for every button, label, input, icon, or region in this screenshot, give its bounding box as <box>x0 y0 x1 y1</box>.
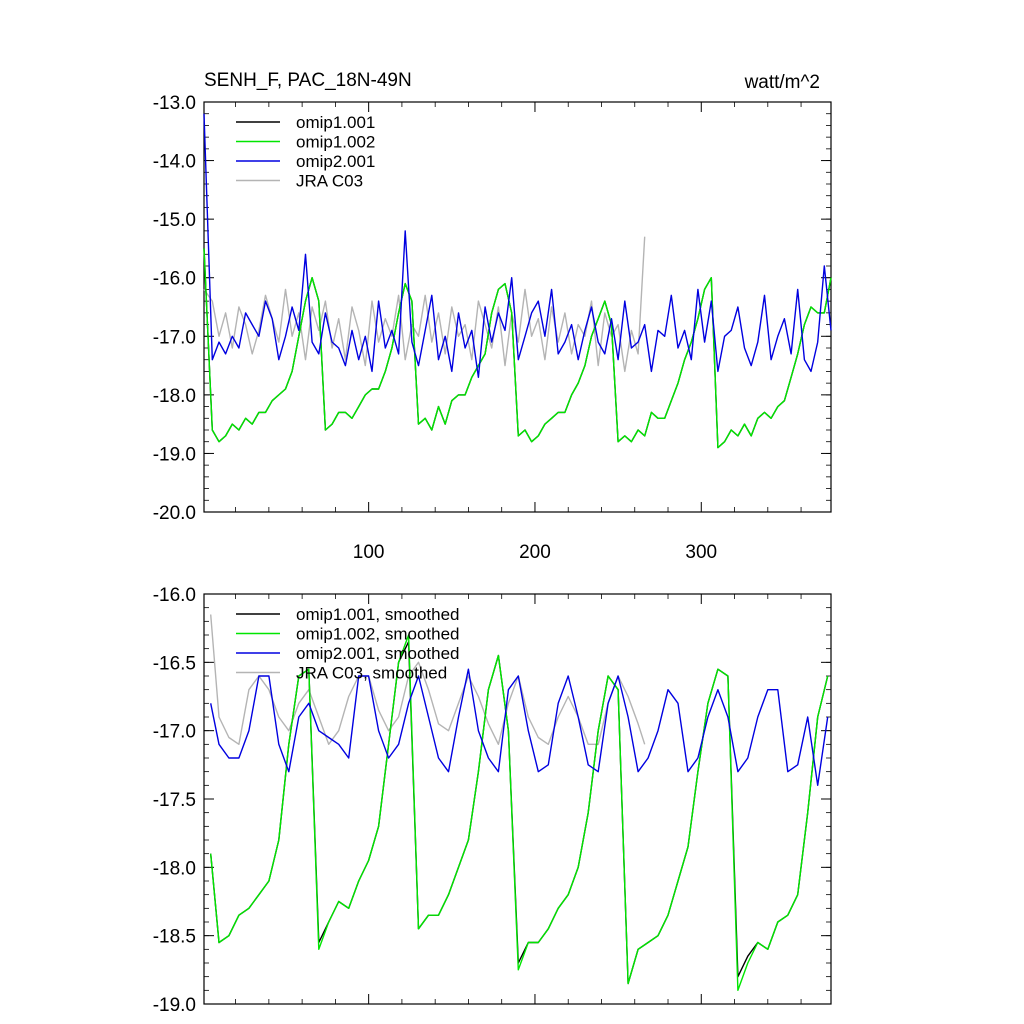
y-tick-label: -18.0 <box>153 386 196 407</box>
legend-label: omip1.002 <box>296 133 375 152</box>
y-tick-label: -17.0 <box>153 722 196 743</box>
y-tick-label: -15.0 <box>153 210 196 231</box>
y-tick-label: -13.0 <box>153 93 196 114</box>
series-line-3 <box>210 668 829 786</box>
top-ticks: -20.0 -19.0 -18.0 -17.0 -16.0 -15.0 -14.0 -13.0… <box>153 93 831 563</box>
y-tick-label: -14.0 <box>153 152 196 173</box>
y-tick-label: -16.0 <box>153 585 196 606</box>
top-title: SENH_F, PAC_18N-49N <box>204 70 412 91</box>
series-line-3 <box>203 113 832 378</box>
legend-label: omip1.002, smoothed <box>296 625 460 644</box>
series-line-2 <box>203 248 832 449</box>
series-line-4 <box>210 614 646 745</box>
legend-label: omip1.001, smoothed <box>296 605 460 624</box>
legend-label: omip1.001 <box>296 113 375 132</box>
y-tick-label: -18.5 <box>153 927 196 948</box>
bottom-series <box>210 614 829 991</box>
legend-label: JRA C03 <box>296 172 363 191</box>
y-tick-label: -20.0 <box>153 503 196 524</box>
y-tick-label: -17.5 <box>153 790 196 811</box>
y-tick-label: -16.5 <box>153 653 196 674</box>
top-units: watt/m^2 <box>744 72 820 93</box>
y-tick-label: -16.0 <box>153 269 196 290</box>
y-tick-label: -19.0 <box>153 995 196 1016</box>
legend-label: omip2.001, smoothed <box>296 644 460 663</box>
x-tick-label: 300 <box>685 542 717 563</box>
bottom-panel: -19.0 -18.5 -18.0 -17.5 -17.0 -16.5 -16.0 omip… <box>153 585 832 1016</box>
series-line-2 <box>210 634 829 991</box>
y-tick-label: -17.0 <box>153 327 196 348</box>
x-tick-label: 200 <box>519 542 551 563</box>
series-line-1 <box>210 641 829 985</box>
legend-label: omip2.001 <box>296 152 375 171</box>
legend-label: JRA C03, smoothed <box>296 664 447 683</box>
y-tick-label: -19.0 <box>153 444 196 465</box>
top-panel: SENH_F, PAC_18N-49N watt/m^2 -20.0-19.0-… <box>153 70 832 563</box>
top-plot-frame <box>203 101 832 513</box>
bottom-ticks: -19.0 -18.5 -18.0 -17.5 -17.0 -16.5 -16.0 <box>153 585 831 1016</box>
x-tick-label: 100 <box>353 542 385 563</box>
y-tick-label: -18.0 <box>153 858 196 879</box>
series-line-4 <box>203 236 646 373</box>
top-series <box>203 113 832 449</box>
